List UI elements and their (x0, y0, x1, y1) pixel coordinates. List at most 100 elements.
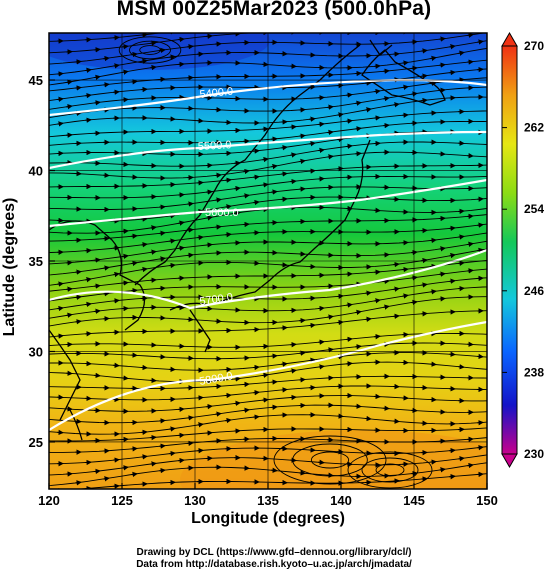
wind-arrow (93, 257, 101, 263)
wind-arrow (429, 237, 437, 244)
wind-arrow (56, 305, 64, 312)
wind-arrow (168, 426, 176, 432)
y-tick-label: 40 (29, 164, 43, 179)
wind-arrow (252, 414, 260, 420)
wind-arrow (158, 256, 166, 262)
circulation-streamline (129, 40, 171, 60)
wind-arrow (476, 247, 484, 254)
wind-arrow (186, 227, 194, 233)
wind-arrow (261, 372, 269, 379)
x-tick-label: 135 (257, 493, 279, 508)
wind-arrow (140, 216, 148, 222)
streamline (49, 462, 487, 486)
wind-arrow (317, 121, 325, 127)
wind-arrow (466, 59, 474, 65)
circulation-streamline (375, 463, 405, 477)
colorbar: 230 238 246 254 262 270 (501, 31, 544, 469)
circulation-streamline (273, 435, 387, 485)
wind-arrow (448, 252, 456, 259)
wind-arrow (476, 66, 484, 73)
wind-arrow (457, 364, 465, 370)
wind-arrow (373, 333, 381, 340)
wind-arrow (326, 104, 334, 110)
wind-arrow (177, 245, 185, 251)
wind-arrow (326, 129, 334, 136)
wind-arrow (56, 121, 64, 127)
wind-arrow (197, 28, 203, 29)
wind-arrow (130, 233, 138, 239)
longitude-ticks: 120 125 130 135 140 145 150 (38, 483, 498, 508)
wind-arrow (130, 287, 138, 294)
wind-arrow (270, 404, 278, 410)
wind-arrow (102, 291, 110, 297)
wind-arrow (196, 447, 204, 454)
colorbar-tick-label: 270 (524, 39, 544, 53)
wind-arrow (420, 48, 428, 54)
wind-arrow (317, 305, 325, 312)
streamline (49, 86, 487, 119)
wind-arrow (186, 201, 194, 207)
map-title: MSM 00Z25Mar2023 (500.0hPa) (116, 0, 432, 20)
wind-arrow (289, 368, 297, 374)
wind-arrow (102, 265, 110, 271)
wind-arrow (242, 407, 250, 414)
wind-arrow (486, 23, 492, 24)
wind-arrow (112, 34, 120, 41)
wind-arrow (149, 64, 157, 71)
wind-arrow (392, 102, 400, 108)
y-tick-label: 45 (29, 73, 43, 88)
wind-arrow (345, 118, 353, 124)
wind-arrow (336, 319, 344, 326)
wind-arrow (205, 215, 213, 221)
wind-arrow (233, 210, 241, 216)
credit-drawing: Drawing by DCL (https://www.gfd–dennou.o… (136, 547, 412, 558)
wind-arrow (102, 55, 110, 62)
streamline (49, 240, 487, 276)
wind-arrow (438, 271, 446, 277)
wind-arrow (458, 27, 464, 28)
wind-arrow (308, 140, 316, 147)
wind-arrow (224, 417, 232, 424)
wind-arrow (326, 154, 334, 160)
streamline (49, 296, 487, 327)
wind-arrow (308, 116, 316, 122)
wind-arrow (308, 357, 316, 364)
wind-arrow (112, 89, 120, 95)
wind-arrow (373, 269, 381, 275)
wind-arrow (140, 58, 148, 64)
wind-arrow (354, 100, 362, 106)
warm-region-shading (180, 430, 487, 489)
wind-arrow (364, 415, 372, 422)
wind-arrow (336, 112, 344, 118)
wind-arrow (149, 277, 157, 283)
wind-arrow (121, 69, 129, 75)
wind-arrow (186, 252, 194, 258)
wind-arrow (130, 260, 138, 267)
wind-arrow (186, 415, 194, 421)
wind-arrow (65, 103, 73, 110)
wind-arrow (289, 124, 297, 130)
wind-arrow (252, 148, 260, 154)
latitude-ticks: 25 30 35 40 45 (29, 73, 55, 450)
wind-arrow (420, 257, 428, 264)
wind-arrow (261, 156, 269, 163)
wind-arrow (149, 40, 157, 46)
wind-arrow (448, 447, 456, 454)
wind-arrow (420, 97, 428, 104)
colorbar-min-triangle (501, 453, 518, 469)
wind-arrow (121, 44, 129, 50)
cold-core-shading (49, 33, 270, 70)
wind-arrow (170, 33, 176, 35)
wind-arrow (280, 196, 288, 202)
wind-arrow (93, 47, 101, 53)
wind-arrow (270, 353, 278, 359)
colorbar-max-triangle (501, 31, 518, 47)
wind-arrow (93, 100, 101, 106)
wind-arrow (466, 462, 474, 469)
wind-arrow (373, 115, 381, 121)
wind-arrow (74, 59, 82, 65)
wind-arrow (252, 199, 260, 206)
wind-arrow (74, 480, 82, 486)
circulation-streamline (118, 36, 182, 64)
streamline (49, 33, 260, 54)
